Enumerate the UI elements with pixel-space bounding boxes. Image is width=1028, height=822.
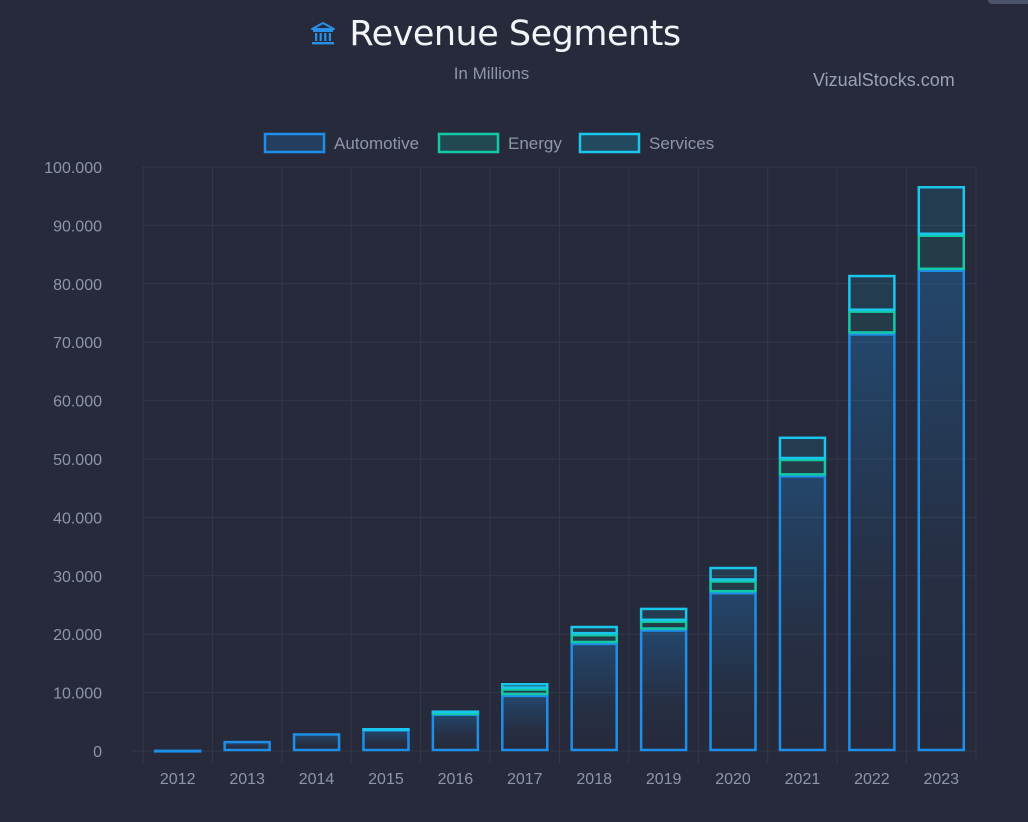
bar-energy[interactable] [709,580,757,593]
bar-services[interactable] [709,566,757,581]
y-tick-label: 70.000 [53,335,102,352]
y-tick-label: 90.000 [53,218,102,235]
bar-automotive[interactable] [501,694,549,752]
y-axis: 0 10.000 20.000 30.000 40.000 50.000 60.000 70.… [44,160,102,761]
y-tick-label: 20.000 [53,627,102,644]
chart-title: Revenue Segments [349,14,681,54]
x-tick-label: 2017 [507,771,543,788]
legend: Automotive Energy Services [263,132,714,154]
bar-energy[interactable] [501,688,549,696]
y-tick-label: 40.000 [53,510,102,527]
x-tick-label: 2012 [160,771,196,788]
bar-automotive[interactable] [639,629,688,752]
bar-services[interactable] [848,274,896,311]
bar-services[interactable] [639,607,688,622]
bar-services[interactable] [501,683,549,689]
bar-energy[interactable] [778,458,827,476]
legend-swatch-energy[interactable] [437,132,500,154]
bar-automotive[interactable] [709,591,757,752]
x-tick-label: 2021 [785,771,821,788]
bar-automotive[interactable] [917,269,966,752]
bar-services[interactable] [778,436,827,460]
bar-automotive[interactable] [778,475,827,752]
bar-services[interactable] [431,710,480,714]
y-tick-label: 100.000 [44,160,102,177]
y-tick-label: 0 [93,744,102,761]
bar-services[interactable] [570,625,618,635]
grid [131,166,977,763]
bar-automotive[interactable] [362,729,410,752]
y-tick-label: 60.000 [53,394,102,411]
x-tick-label: 2018 [576,771,612,788]
bar-automotive[interactable] [292,733,341,752]
x-tick-label: 2023 [923,771,959,788]
bar-energy[interactable] [570,633,618,644]
bar-automotive[interactable] [570,642,618,752]
x-tick-label: 2016 [438,771,474,788]
y-tick-label: 30.000 [53,569,102,586]
bar-energy[interactable] [431,712,480,716]
bar-automotive[interactable] [431,713,480,752]
legend-label-automotive[interactable]: Automotive [334,134,419,153]
bar-automotive[interactable] [223,740,271,752]
corner-tab[interactable] [988,0,1028,4]
y-tick-label: 50.000 [53,452,102,469]
bar-services[interactable] [917,186,966,235]
y-tick-label: 80.000 [53,277,102,294]
title-block: Revenue Segments [0,14,990,54]
source-label[interactable]: VizualStocks.com [813,70,955,90]
y-tick-label: 10.000 [53,686,102,703]
bar-energy[interactable] [639,620,688,630]
x-tick-label: 2015 [368,771,404,788]
bar-energy[interactable] [917,234,966,271]
bar-energy[interactable] [848,310,896,334]
bars [153,186,966,753]
legend-swatch-services[interactable] [578,132,641,154]
bar-services[interactable] [362,727,410,731]
legend-label-energy[interactable]: Energy [508,134,562,153]
bar-automotive[interactable] [153,749,202,753]
chart-subtitle: In Millions [453,64,530,83]
legend-swatch-automotive[interactable] [263,132,326,154]
x-tick-label: 2019 [646,771,682,788]
x-tick-label: 2022 [854,771,890,788]
x-tick-label: 2014 [299,771,335,788]
x-tick-label: 2013 [229,771,265,788]
bar-automotive[interactable] [848,333,896,752]
bank-icon [309,20,337,48]
x-tick-label: 2020 [715,771,751,788]
legend-label-services[interactable]: Services [649,134,714,153]
x-axis: 2012 2013 2014 2015 2016 2017 2018 2019 2020 2021… [160,771,959,788]
